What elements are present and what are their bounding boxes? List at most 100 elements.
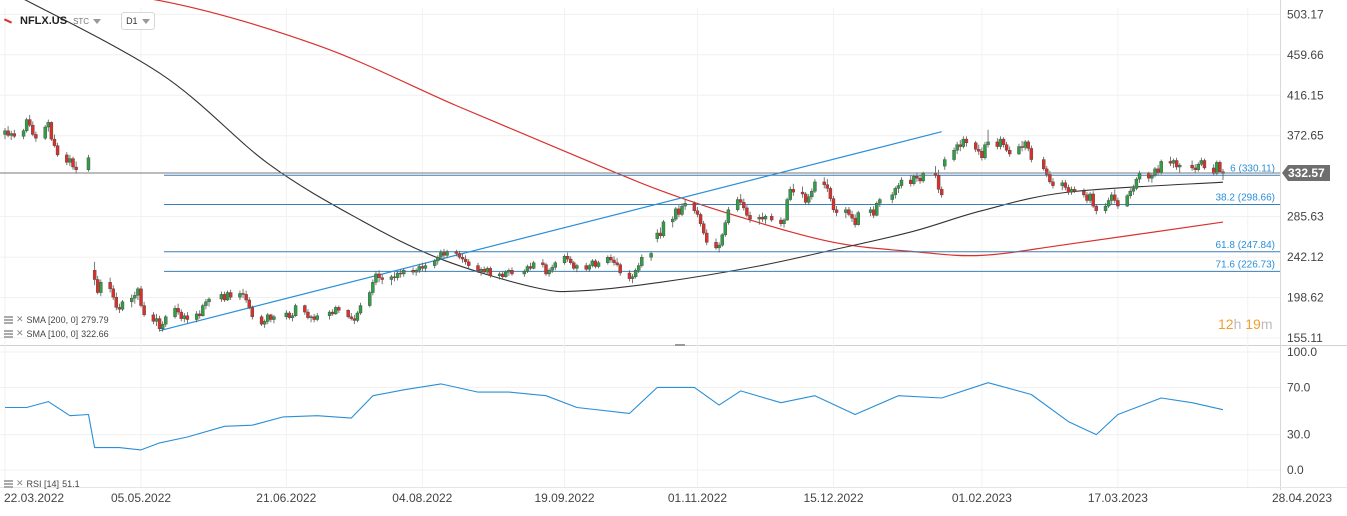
bearish-candle: [658, 232, 663, 237]
bullish-candle: [1137, 173, 1142, 180]
bearish-candle: [398, 272, 403, 275]
date-tick-label: 21.06.2022: [256, 491, 316, 505]
sma100-legend[interactable]: ✕ SMA [100, 0] 322.66: [4, 328, 109, 339]
bearish-candle: [306, 311, 310, 318]
trendline[interactable]: [159, 131, 942, 332]
price-tick-label: 242.12: [1287, 250, 1324, 264]
asset-type-label: STC: [73, 16, 90, 26]
bearish-candle: [677, 208, 681, 215]
bearish-candle: [1007, 150, 1012, 155]
sma200-line: [152, 0, 1224, 257]
bearish-candle: [259, 316, 264, 325]
date-tick-label: 01.02.2023: [952, 491, 1012, 505]
bearish-candle: [1091, 193, 1095, 207]
bearish-candle: [1202, 160, 1207, 169]
bullish-candle: [1128, 190, 1132, 197]
bullish-candle: [1131, 188, 1136, 192]
timeframe-select[interactable]: D1: [121, 12, 156, 30]
bullish-candle: [955, 144, 959, 151]
bullish-candle: [194, 313, 199, 320]
current-price-label: 332.57: [1288, 166, 1325, 180]
bullish-candle: [671, 218, 675, 223]
bullish-candle: [402, 270, 406, 275]
fibonacci-levels[interactable]: 6 (330.11) 38.2 (298.66) 61.8 (247.84) 71.6…: [164, 163, 1280, 272]
bullish-candle: [355, 312, 360, 321]
bearish-candle: [803, 193, 808, 203]
sma100-path: [24, 0, 1224, 293]
bearish-candle: [1113, 194, 1117, 201]
bearish-candle: [1020, 146, 1024, 148]
bearish-candle: [244, 294, 248, 301]
asset-type-selector[interactable]: STC: [73, 16, 102, 26]
bearish-candle: [392, 276, 397, 278]
axes: 503.17 459.66 416.15 372.65 285.63 242.12 198.…: [4, 7, 1332, 505]
bullish-candle: [395, 272, 400, 278]
rsi-legend[interactable]: ✕ RSI [14] 51.1: [4, 478, 80, 489]
bearish-candle: [1193, 167, 1197, 170]
bullish-candle: [912, 176, 916, 184]
bearish-candle: [1045, 168, 1049, 175]
bearish-candle: [463, 258, 468, 263]
bullish-candle: [1106, 200, 1111, 207]
bearish-candle: [834, 209, 839, 213]
bullish-candle: [86, 157, 91, 170]
bearish-candle: [980, 150, 984, 158]
bullish-candle: [262, 321, 267, 325]
close-icon[interactable]: ✕: [16, 314, 24, 324]
bearish-candle: [825, 184, 830, 189]
bullish-candle: [633, 270, 638, 277]
timeframe-label: D1: [126, 16, 138, 26]
bullish-candle: [414, 270, 418, 273]
bearish-candle: [828, 188, 833, 199]
bearish-candle: [779, 219, 783, 224]
bullish-candle: [807, 196, 811, 203]
bearish-candle: [303, 305, 307, 313]
sma200-legend[interactable]: ✕ SMA [200, 0] 279.79: [4, 314, 109, 325]
bullish-candle: [640, 257, 644, 266]
bullish-candle: [504, 271, 508, 277]
date-tick-label: 04.08.2022: [392, 491, 452, 505]
bearish-candle: [1026, 141, 1030, 149]
price-tick-label: 459.66: [1287, 48, 1324, 62]
bearish-candle: [698, 214, 703, 224]
bearish-candle: [442, 252, 446, 256]
bearish-candle: [769, 216, 774, 221]
pane-resize-handle: [675, 344, 685, 346]
bullish-candle: [522, 270, 527, 275]
bearish-candle: [460, 257, 465, 260]
bearish-candle: [569, 258, 573, 263]
symbol-label[interactable]: NFLX.US: [20, 15, 68, 27]
bearish-candle: [742, 202, 746, 209]
bearish-candle: [330, 311, 335, 315]
bearish-candle: [198, 313, 202, 316]
bearish-candle: [528, 266, 533, 269]
bullish-candle: [1199, 160, 1204, 165]
settings-icon[interactable]: [4, 479, 13, 488]
bullish-candle: [674, 208, 678, 220]
bearish-candle: [572, 262, 576, 269]
bullish-candle: [878, 199, 882, 204]
bullish-candle: [782, 219, 786, 224]
bearish-candle: [627, 272, 632, 279]
bullish-candle: [961, 138, 966, 147]
bullish-candle: [1110, 194, 1114, 201]
close-icon[interactable]: ✕: [16, 478, 24, 488]
settings-icon[interactable]: [4, 329, 13, 338]
bullish-candle: [374, 273, 378, 283]
bullish-candle: [590, 260, 595, 266]
bearish-candle: [760, 217, 765, 220]
bearish-candle: [241, 293, 245, 295]
bullish-candle: [43, 126, 47, 139]
price-tick-label: 503.17: [1287, 7, 1324, 21]
bullish-candle: [266, 314, 270, 322]
bullish-candle: [868, 209, 873, 213]
close-icon[interactable]: ✕: [16, 328, 24, 338]
bullish-candle: [649, 253, 653, 258]
bearish-candle: [936, 175, 941, 190]
bullish-candle: [890, 194, 894, 200]
fib-level-label: 61.8 (247.84): [1216, 240, 1276, 251]
bearish-candle: [482, 269, 486, 273]
bearish-candle: [247, 299, 251, 308]
settings-icon[interactable]: [4, 315, 13, 324]
